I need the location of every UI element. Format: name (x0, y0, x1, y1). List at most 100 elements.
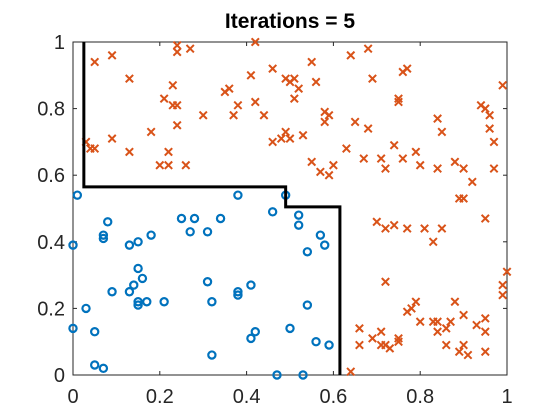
data-point-o (133, 297, 143, 307)
data-point-x (259, 110, 269, 120)
data-point-x (459, 340, 469, 350)
chart-title: Iterations = 5 (225, 10, 355, 33)
data-point-x (311, 77, 321, 87)
data-point-x (246, 70, 256, 80)
data-point-o (185, 227, 195, 237)
data-point-o (202, 227, 213, 237)
data-point-o (293, 220, 304, 230)
data-point-x (363, 44, 373, 54)
data-point-x (480, 313, 490, 323)
data-point-x (381, 224, 390, 233)
data-point-x (489, 137, 499, 147)
data-point-x (480, 347, 490, 357)
data-point-x (363, 124, 373, 133)
data-point-x (268, 137, 278, 147)
y-tick-label: 0.4 (37, 232, 65, 254)
x-tick-label: 0.6 (319, 386, 347, 408)
data-point-o (81, 303, 91, 314)
data-point-x (107, 50, 117, 60)
data-point-o (233, 190, 243, 200)
y-tick-label: 0.6 (37, 165, 65, 187)
data-point-o (98, 363, 109, 374)
data-point-x (376, 154, 386, 163)
data-point-x (411, 147, 421, 157)
data-point-o (129, 280, 139, 290)
data-point-o (202, 277, 213, 287)
data-point-o (250, 327, 260, 337)
data-point-x (459, 310, 469, 320)
data-point-x (454, 347, 464, 357)
y-tick-label: 0 (54, 365, 65, 387)
data-point-o (103, 217, 113, 227)
data-point-x (250, 37, 260, 47)
data-point-x (172, 120, 182, 130)
data-point-o (293, 210, 304, 220)
data-point-x (376, 327, 386, 337)
data-point-x (446, 317, 455, 327)
x-tick-label: 0 (67, 386, 78, 408)
y-tick-label: 0.2 (37, 298, 65, 320)
data-point-x (250, 97, 260, 107)
data-point-x (342, 144, 351, 153)
data-point-x (398, 154, 408, 163)
data-point-x (368, 74, 377, 84)
data-point-o (302, 247, 313, 257)
data-point-x (437, 224, 447, 233)
data-point-x (355, 323, 364, 333)
data-point-x (433, 164, 442, 173)
data-point-o (285, 323, 295, 334)
data-point-x (346, 50, 356, 60)
data-point-o (72, 190, 83, 200)
data-point-x (394, 333, 403, 343)
data-point-o (98, 230, 109, 240)
data-point-x (224, 84, 234, 94)
data-point-x (90, 57, 100, 67)
data-point-x (428, 237, 438, 247)
data-point-x (441, 323, 451, 333)
data-point-x (420, 224, 429, 233)
data-point-x (372, 217, 382, 227)
data-point-x (485, 110, 495, 120)
data-point-x (315, 167, 325, 177)
data-point-x (433, 327, 442, 337)
data-point-o (315, 230, 326, 240)
data-point-x (433, 114, 442, 124)
data-point-o (233, 290, 243, 300)
data-point-o (233, 287, 243, 297)
data-point-x (498, 80, 508, 90)
data-point-x (185, 44, 195, 54)
data-point-x (355, 340, 364, 350)
data-point-o (142, 297, 152, 307)
data-point-x (307, 57, 317, 67)
data-point-x (155, 160, 165, 170)
data-point-o (246, 280, 256, 290)
data-point-x (485, 124, 495, 133)
data-point-x (159, 94, 169, 104)
data-point-x (433, 317, 442, 327)
data-point-o (133, 237, 143, 247)
data-point-x (489, 164, 499, 173)
data-point-x (498, 290, 508, 300)
data-point-x (389, 220, 399, 230)
data-point-o (320, 240, 330, 250)
data-point-x (181, 160, 191, 170)
data-point-x (276, 134, 286, 143)
data-point-x (90, 144, 100, 153)
data-point-x (407, 303, 416, 313)
data-point-o (207, 297, 217, 307)
data-point-x (502, 267, 512, 277)
data-point-x (229, 110, 238, 120)
data-point-o (176, 213, 187, 224)
data-point-x (472, 320, 482, 330)
data-point-o (124, 287, 135, 297)
data-point-x (402, 224, 412, 233)
y-tick-label: 1 (54, 32, 65, 54)
data-point-x (172, 40, 182, 50)
data-point-x (289, 74, 299, 84)
data-point-o (246, 333, 256, 344)
data-point-x (450, 297, 460, 307)
data-point-x (307, 157, 317, 167)
data-point-x (324, 110, 334, 120)
data-point-x (172, 47, 182, 57)
